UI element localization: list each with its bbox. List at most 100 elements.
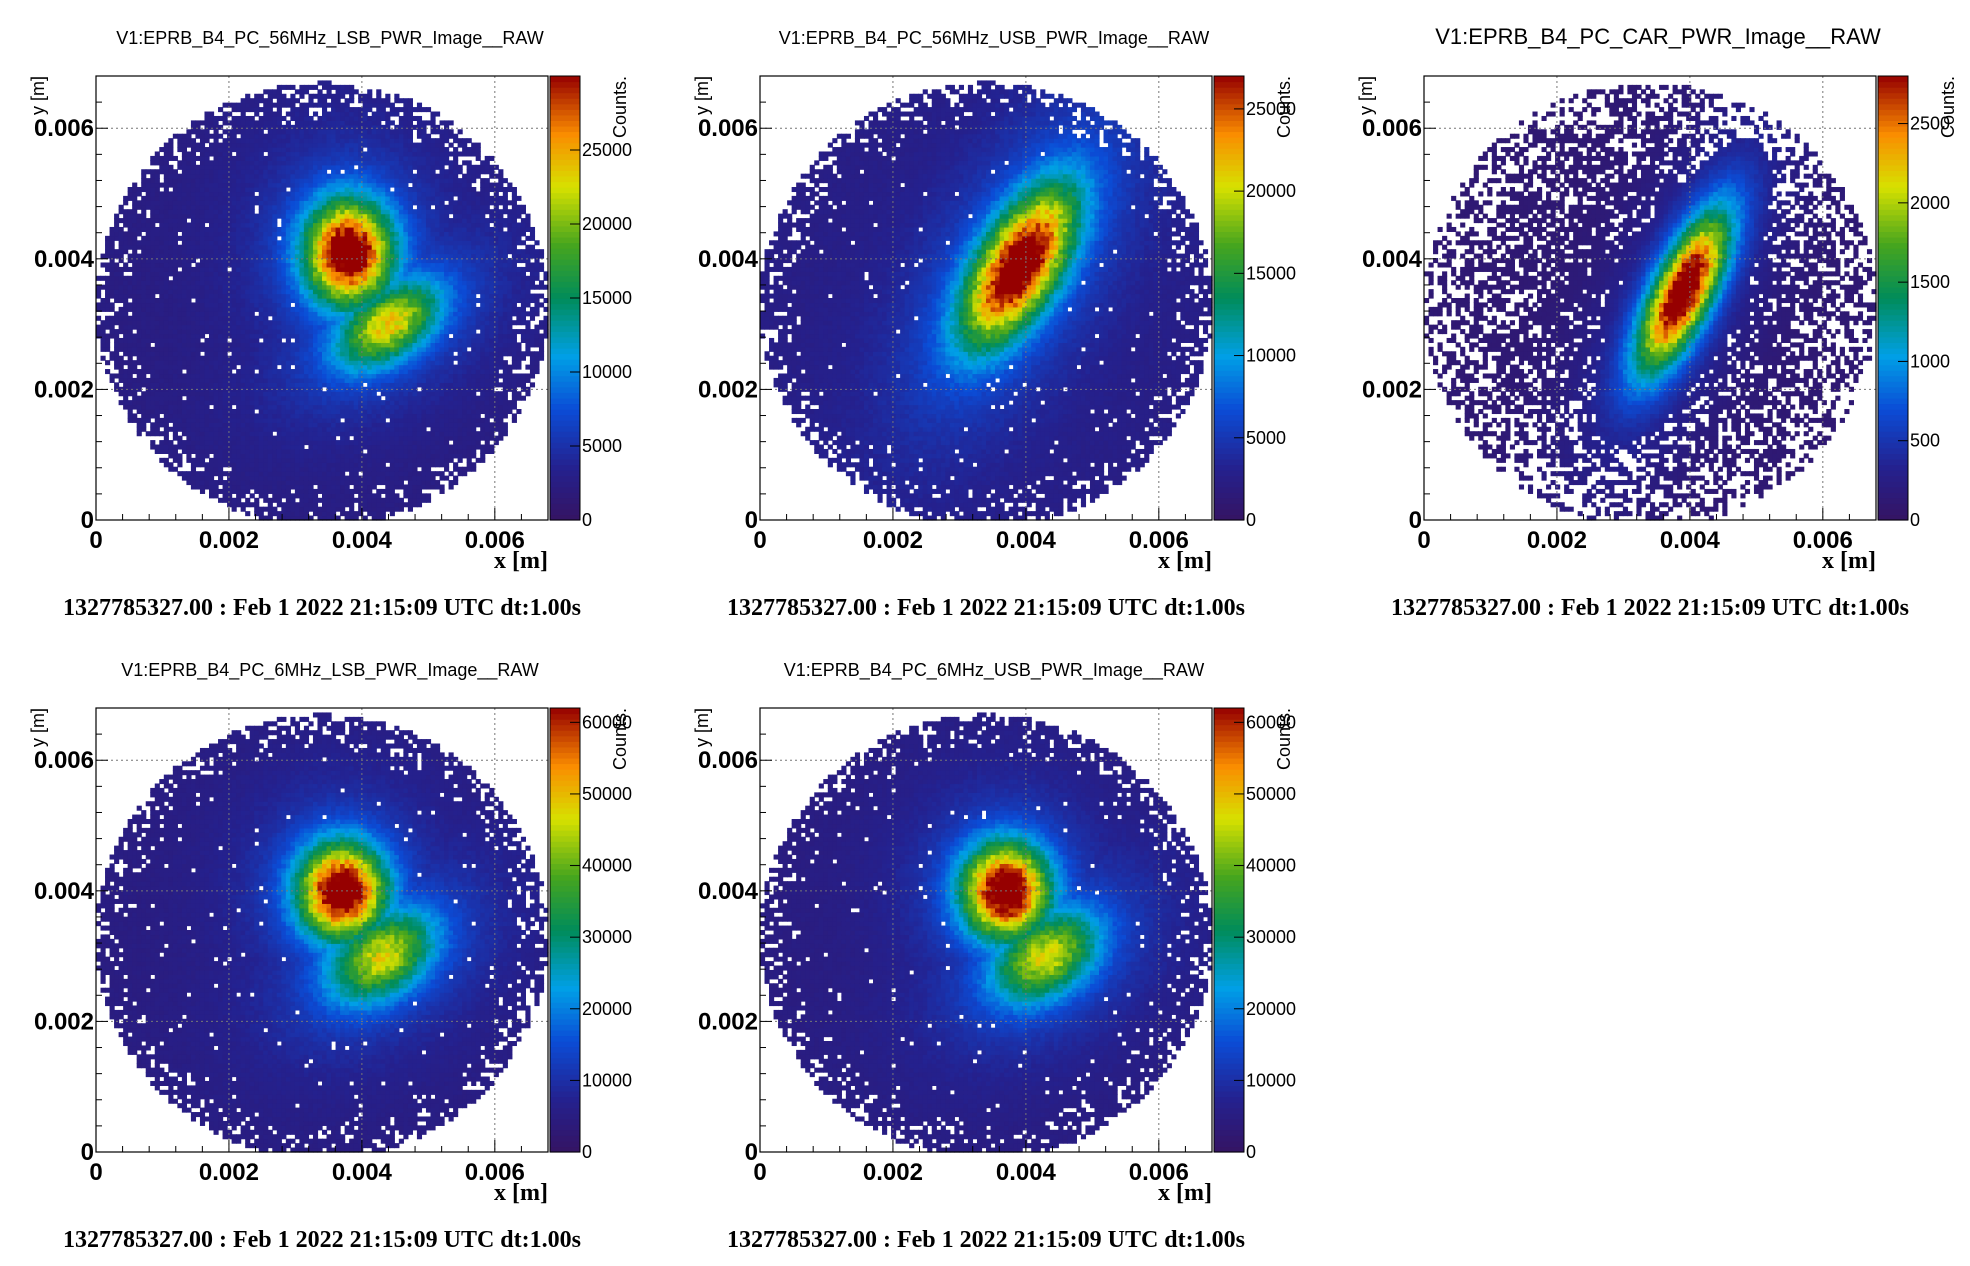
- colorbar: 0 10000 20000 30000 40000 50000 60000: [549, 707, 632, 1162]
- colorbar-tick-label: 10000: [1246, 1070, 1296, 1090]
- heatmap-cells: [96, 712, 549, 1153]
- heatmap-cells: [96, 80, 549, 521]
- panel-title: V1:EPRB_B4_PC_56MHz_LSB_PWR_Image__RAW: [116, 28, 544, 49]
- timestamp-footer: 1327785327.00 : Feb 1 2022 21:15:09 UTC …: [727, 595, 1245, 621]
- y-tick-label: 0: [745, 1139, 758, 1166]
- x-axis-title: x [m]: [494, 1180, 548, 1206]
- colorbar-title: Counts.: [610, 708, 630, 770]
- y-tick-label: 0.006: [34, 115, 94, 142]
- colorbar-tick-label: 5000: [582, 436, 622, 456]
- x-tick-label: 0.002: [863, 1159, 923, 1186]
- colorbar-title: Counts.: [1274, 708, 1294, 770]
- heatmap-panel-6mhz-lsb: V1:EPRB_B4_PC_6MHz_LSB_PWR_Image__RAW 0 0.…: [0, 632, 656, 1262]
- heatmap-cells: [1424, 84, 1877, 521]
- colorbar-tick-label: 20000: [1246, 181, 1296, 201]
- y-tick-label: 0: [745, 507, 758, 534]
- timestamp-footer: 1327785327.00 : Feb 1 2022 21:15:09 UTC …: [727, 1227, 1245, 1253]
- x-tick-label: 0.004: [996, 527, 1057, 554]
- x-tick-label: 0.006: [465, 527, 525, 554]
- plot-frame: [759, 75, 1213, 521]
- colorbar-tick-label: 0: [1246, 1142, 1256, 1162]
- x-tick-label: 0.004: [996, 1159, 1057, 1186]
- x-tick-label: 0.002: [199, 1159, 259, 1186]
- colorbar: 0 5000 10000 15000 20000 25000: [549, 75, 632, 530]
- heatmap-cells: [760, 80, 1213, 521]
- y-tick-label: 0.004: [698, 246, 759, 273]
- colorbar-tick-label: 50000: [1246, 784, 1296, 804]
- x-tick-label: 0: [89, 1159, 102, 1186]
- colorbar-tick-label: 10000: [582, 1070, 632, 1090]
- plot-frame: [95, 707, 549, 1153]
- colorbar-tick-label: 0: [1910, 510, 1920, 530]
- colorbar-tick-label: 30000: [582, 927, 632, 947]
- x-tick-label: 0.004: [332, 1159, 393, 1186]
- y-tick-label: 0.004: [1362, 246, 1423, 273]
- colorbar: 0 500 1000 1500 2000 2500: [1877, 75, 1950, 530]
- colorbar-title: Counts.: [610, 76, 630, 138]
- colorbar-tick-label: 2500: [1910, 114, 1950, 134]
- colorbar-tick-label: 25000: [582, 140, 632, 160]
- x-tick-label: 0.004: [1660, 527, 1721, 554]
- colorbar-tick-label: 500: [1910, 431, 1940, 451]
- y-tick-label: 0.004: [34, 878, 95, 905]
- y-tick-label: 0.006: [1362, 115, 1422, 142]
- colorbar: 0 5000 10000 15000 20000 25000: [1213, 75, 1296, 530]
- colorbar-tick-label: 0: [1246, 510, 1256, 530]
- colorbar-tick-label: 50000: [582, 784, 632, 804]
- y-tick-label: 0: [1409, 507, 1422, 534]
- y-axis-title: y [m]: [692, 708, 712, 747]
- colorbar-tick-label: 10000: [1246, 346, 1296, 366]
- x-axis-title: x [m]: [1158, 1180, 1212, 1206]
- x-axis-title: x [m]: [1158, 548, 1212, 574]
- panel-title: V1:EPRB_B4_PC_6MHz_LSB_PWR_Image__RAW: [121, 660, 539, 681]
- colorbar-tick-label: 0: [582, 510, 592, 530]
- colorbar: 0 10000 20000 30000 40000 50000 60000: [1213, 707, 1296, 1162]
- panel-title: V1:EPRB_B4_PC_56MHz_USB_PWR_Image__RAW: [779, 28, 1210, 49]
- x-tick-label: 0.006: [465, 1159, 525, 1186]
- colorbar-title: Counts.: [1938, 76, 1958, 138]
- timestamp-footer: 1327785327.00 : Feb 1 2022 21:15:09 UTC …: [63, 595, 581, 621]
- y-tick-label: 0.002: [34, 376, 94, 403]
- grid-lines: [96, 76, 548, 520]
- heatmap-panel-56mhz-usb: V1:EPRB_B4_PC_56MHz_USB_PWR_Image__RAW 0 0…: [664, 0, 1320, 630]
- colorbar-tick-label: 25000: [1246, 99, 1296, 119]
- x-tick-label: 0: [1417, 527, 1430, 554]
- y-axis-title: y [m]: [1356, 76, 1376, 115]
- y-tick-label: 0.006: [698, 115, 758, 142]
- colorbar-tick-label: 2000: [1910, 193, 1950, 213]
- x-tick-label: 0.002: [863, 527, 923, 554]
- grid-lines: [1424, 76, 1876, 520]
- x-tick-label: 0.002: [1527, 527, 1587, 554]
- y-tick-label: 0.004: [34, 246, 95, 273]
- x-tick-label: 0: [89, 527, 102, 554]
- colorbar-tick-label: 40000: [1246, 856, 1296, 876]
- y-tick-label: 0: [81, 507, 94, 534]
- x-tick-label: 0.004: [332, 527, 393, 554]
- colorbar-tick-label: 20000: [1246, 999, 1296, 1019]
- y-tick-label: 0.002: [698, 376, 758, 403]
- y-axis-title: y [m]: [28, 76, 48, 115]
- heatmap-svg: V1:EPRB_B4_PC_CAR_PWR_Image__RAW 0 0.002 0.…: [1356, 24, 1958, 621]
- plot-frame: [95, 75, 549, 521]
- grid-lines: [760, 708, 1212, 1152]
- x-axis-title: x [m]: [1822, 548, 1876, 574]
- x-axis-title: x [m]: [494, 548, 548, 574]
- colorbar-tick-label: 60000: [1246, 712, 1296, 732]
- y-tick-label: 0.002: [34, 1008, 94, 1035]
- panel-title: V1:EPRB_B4_PC_6MHz_USB_PWR_Image__RAW: [784, 660, 1205, 681]
- grid-lines: [96, 708, 548, 1152]
- x-tick-label: 0.006: [1129, 527, 1189, 554]
- colorbar-tick-label: 30000: [1246, 927, 1296, 947]
- colorbar-tick-label: 15000: [1246, 263, 1296, 283]
- heatmap-cells: [760, 712, 1213, 1153]
- y-axis-title: y [m]: [692, 76, 712, 115]
- y-tick-label: 0.002: [698, 1008, 758, 1035]
- y-tick-label: 0.004: [698, 878, 759, 905]
- x-tick-label: 0: [753, 1159, 766, 1186]
- grid-lines: [760, 76, 1212, 520]
- x-tick-label: 0.006: [1793, 527, 1853, 554]
- timestamp-footer: 1327785327.00 : Feb 1 2022 21:15:09 UTC …: [1391, 595, 1909, 621]
- colorbar-title: Counts.: [1274, 76, 1294, 138]
